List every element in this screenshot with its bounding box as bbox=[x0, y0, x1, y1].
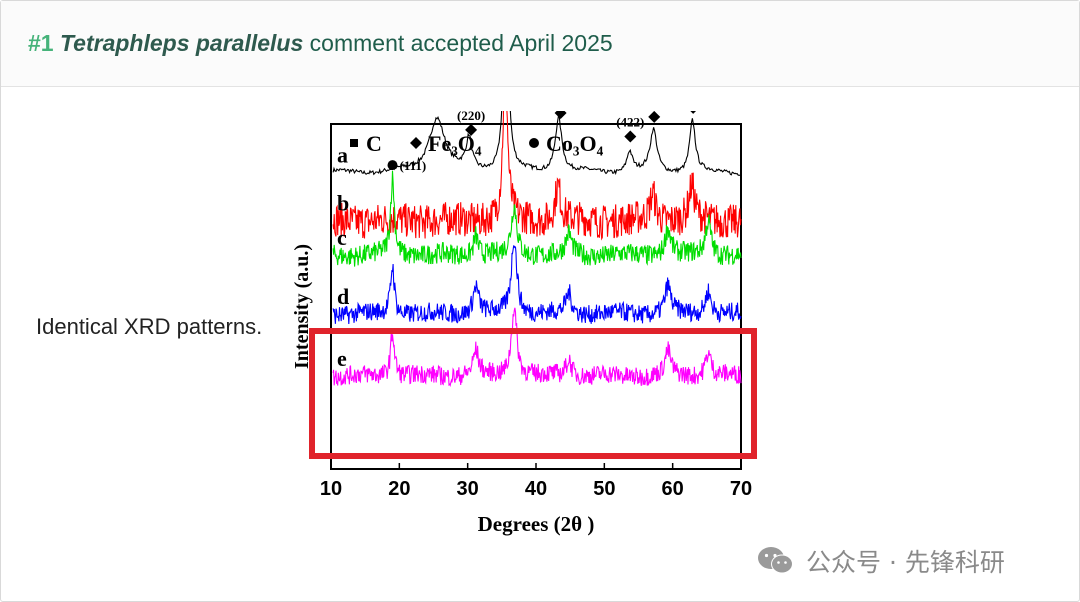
peak-marker-0 bbox=[465, 123, 478, 136]
peak-marker-7 bbox=[387, 160, 398, 171]
wechat-icon bbox=[758, 547, 793, 574]
comment-status: comment accepted April 2025 bbox=[309, 30, 613, 56]
xrd-figure: abcde(220)(311)(400)(422)(511)(440)(111)… bbox=[286, 111, 766, 551]
peak-marker-3 bbox=[624, 130, 637, 143]
peak-label-0: (220) bbox=[457, 111, 485, 123]
x-axis-label: Degrees (2θ ) bbox=[478, 512, 595, 536]
legend-square-marker bbox=[350, 139, 358, 147]
series-d-label: d bbox=[337, 284, 349, 309]
species-name[interactable]: Tetraphleps parallelus bbox=[59, 30, 304, 56]
x-tick-label: 30 bbox=[457, 478, 479, 500]
comment-heading: #1 Tetraphleps parallelus comment accept… bbox=[28, 30, 613, 57]
series-d-line bbox=[332, 245, 742, 325]
legend-label-0: C bbox=[366, 131, 382, 156]
legend-diamond-marker bbox=[410, 137, 422, 149]
series-c-label: c bbox=[337, 225, 347, 250]
peak-marker-2 bbox=[554, 111, 567, 120]
series-e-line bbox=[332, 307, 742, 388]
x-tick-label: 20 bbox=[388, 478, 410, 500]
peak-label-7: (111) bbox=[400, 158, 427, 173]
plot-frame bbox=[330, 123, 742, 470]
series-b-line bbox=[332, 111, 742, 241]
xrd-chart: abcde(220)(311)(400)(422)(511)(440)(111)… bbox=[291, 111, 757, 536]
x-tick-label: 50 bbox=[593, 478, 615, 500]
series-e-label: e bbox=[337, 346, 347, 371]
watermark: 公众号 · 先锋科研 bbox=[756, 539, 1005, 583]
series-b-label: b bbox=[337, 191, 349, 216]
series-a-label: a bbox=[337, 142, 348, 167]
watermark-text: 公众号 · 先锋科研 bbox=[806, 548, 1005, 577]
peak-marker-4 bbox=[648, 111, 661, 123]
series-a-line bbox=[332, 111, 742, 176]
comment-header: #1 Tetraphleps parallelus comment accept… bbox=[1, 1, 1079, 87]
peak-marker-5 bbox=[690, 111, 697, 114]
x-tick-label: 10 bbox=[320, 478, 342, 500]
legend-label-1: Fe₃O₄ bbox=[428, 131, 482, 156]
y-axis-label: Intensity (a.u.) bbox=[291, 244, 313, 369]
series-c-line bbox=[332, 170, 742, 267]
legend-label-2: Co₃O₄ bbox=[546, 131, 604, 156]
x-tick-label: 40 bbox=[525, 478, 547, 500]
comment-number: #1 bbox=[28, 30, 54, 56]
x-tick-label: 60 bbox=[662, 478, 684, 500]
legend-circle-marker bbox=[529, 138, 539, 148]
x-tick-label: 70 bbox=[730, 478, 752, 500]
highlight-box bbox=[309, 328, 757, 459]
comment-text: Identical XRD patterns. bbox=[36, 314, 263, 339]
peak-label-3: (422) bbox=[616, 115, 644, 130]
